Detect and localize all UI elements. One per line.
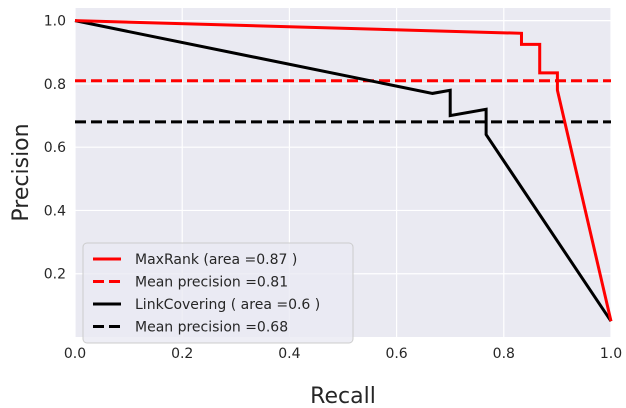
legend-label: LinkCovering ( area =0.6 ) [135, 297, 320, 313]
y-tick-label: 1.0 [44, 14, 66, 30]
x-tick-label: 0.0 [64, 346, 86, 362]
x-tick-label: 0.8 [493, 346, 515, 362]
legend-box [82, 242, 354, 344]
series-line-1 [74, 19, 613, 322]
y-tick-label: 0.8 [44, 77, 66, 93]
legend-label: Mean precision =0.81 [135, 275, 288, 291]
y-tick-label: 0.4 [44, 203, 66, 219]
x-tick-label: 0.2 [171, 346, 193, 362]
series-line-3 [74, 19, 613, 323]
x-axis-label: Recall [310, 384, 376, 408]
x-tick-label: 0.6 [385, 346, 407, 362]
series-layer [74, 19, 613, 323]
legend-label: Mean precision =0.68 [135, 320, 288, 336]
y-axis-ticks: 0.2 0.4 0.6 0.8 1.0 [44, 14, 66, 283]
y-axis-label: Precision [9, 123, 34, 221]
x-tick-label: 1.0 [600, 346, 622, 362]
y-tick-label: 0.2 [44, 267, 66, 283]
y-tick-label: 0.6 [44, 140, 66, 156]
legend: MaxRank (area =0.87 ) Mean precision =0.8… [82, 242, 354, 344]
x-axis-ticks: 0.0 0.2 0.4 0.6 0.8 1.0 [64, 346, 622, 362]
x-tick-label: 0.4 [278, 346, 300, 362]
legend-label: MaxRank (area =0.87 ) [135, 252, 297, 268]
